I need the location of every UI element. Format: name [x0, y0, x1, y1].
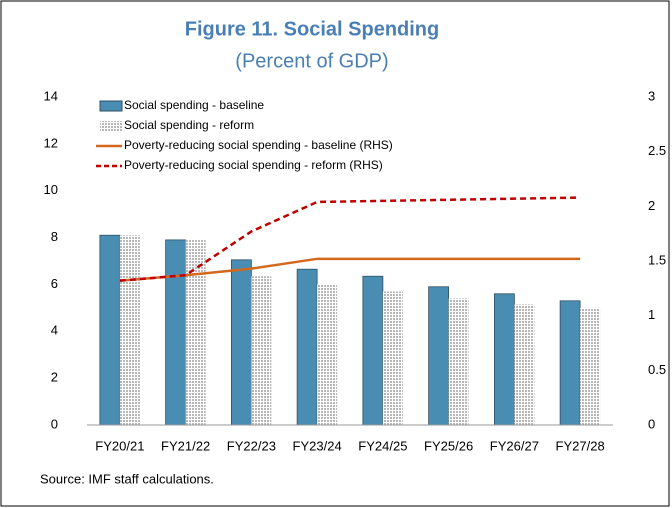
chart-title: Figure 11. Social Spending: [185, 18, 440, 40]
bar: [514, 304, 535, 425]
bar: [251, 276, 272, 425]
y-tick-label: 10: [44, 182, 58, 197]
x-tick-label: FY22/23: [227, 438, 276, 453]
bar: [296, 268, 318, 426]
y2-tick-label: 2.5: [648, 143, 666, 158]
x-tick-label: FY20/21: [95, 438, 144, 453]
x-tick-label: FY26/27: [490, 438, 539, 453]
y2-tick-label: 1.5: [648, 252, 666, 267]
bar: [119, 235, 140, 425]
bar: [165, 239, 187, 426]
bar: [493, 293, 515, 426]
bar: [317, 284, 338, 425]
x-tick-label: FY27/28: [556, 438, 605, 453]
chart-subtitle: (Percent of GDP): [235, 50, 388, 72]
bar: [559, 300, 581, 426]
y-tick-label: 2: [51, 370, 58, 385]
x-tick-label: FY25/26: [424, 438, 473, 453]
bar: [185, 239, 206, 425]
y2-tick-label: 0: [648, 416, 655, 431]
x-tick-label: FY23/24: [293, 438, 342, 453]
y2-tick-label: 2: [648, 198, 655, 213]
y2-tick-label: 3: [648, 88, 655, 103]
bar: [428, 286, 450, 426]
bar: [230, 259, 252, 426]
bar: [580, 307, 601, 425]
y-tick-label: 4: [51, 323, 58, 338]
line: [119, 196, 581, 282]
y2-tick-label: 0.5: [648, 362, 666, 377]
y-tick-label: 0: [51, 416, 58, 431]
line: [119, 257, 581, 282]
legend-swatch: [100, 121, 122, 131]
legend-label: Social spending - reform: [124, 118, 254, 132]
x-tick-label: FY24/25: [358, 438, 407, 453]
y2-tick-label: 1: [648, 307, 655, 322]
bar: [382, 291, 403, 425]
y-tick-label: 8: [51, 229, 58, 244]
y-tick-label: 12: [44, 135, 58, 150]
x-tick-label: FY21/22: [161, 438, 210, 453]
y-tick-label: 6: [51, 276, 58, 291]
y-tick-label: 14: [44, 88, 58, 103]
legend-label: Poverty-reducing social spending - refor…: [124, 158, 383, 172]
legend-label: Poverty-reducing social spending - basel…: [124, 138, 393, 152]
bar: [448, 298, 469, 425]
legend-swatch: [99, 100, 123, 112]
legend-label: Social spending - baseline: [124, 98, 264, 112]
source-note: Source: IMF staff calculations.: [40, 471, 214, 486]
bar: [99, 234, 121, 426]
bar: [362, 275, 384, 426]
